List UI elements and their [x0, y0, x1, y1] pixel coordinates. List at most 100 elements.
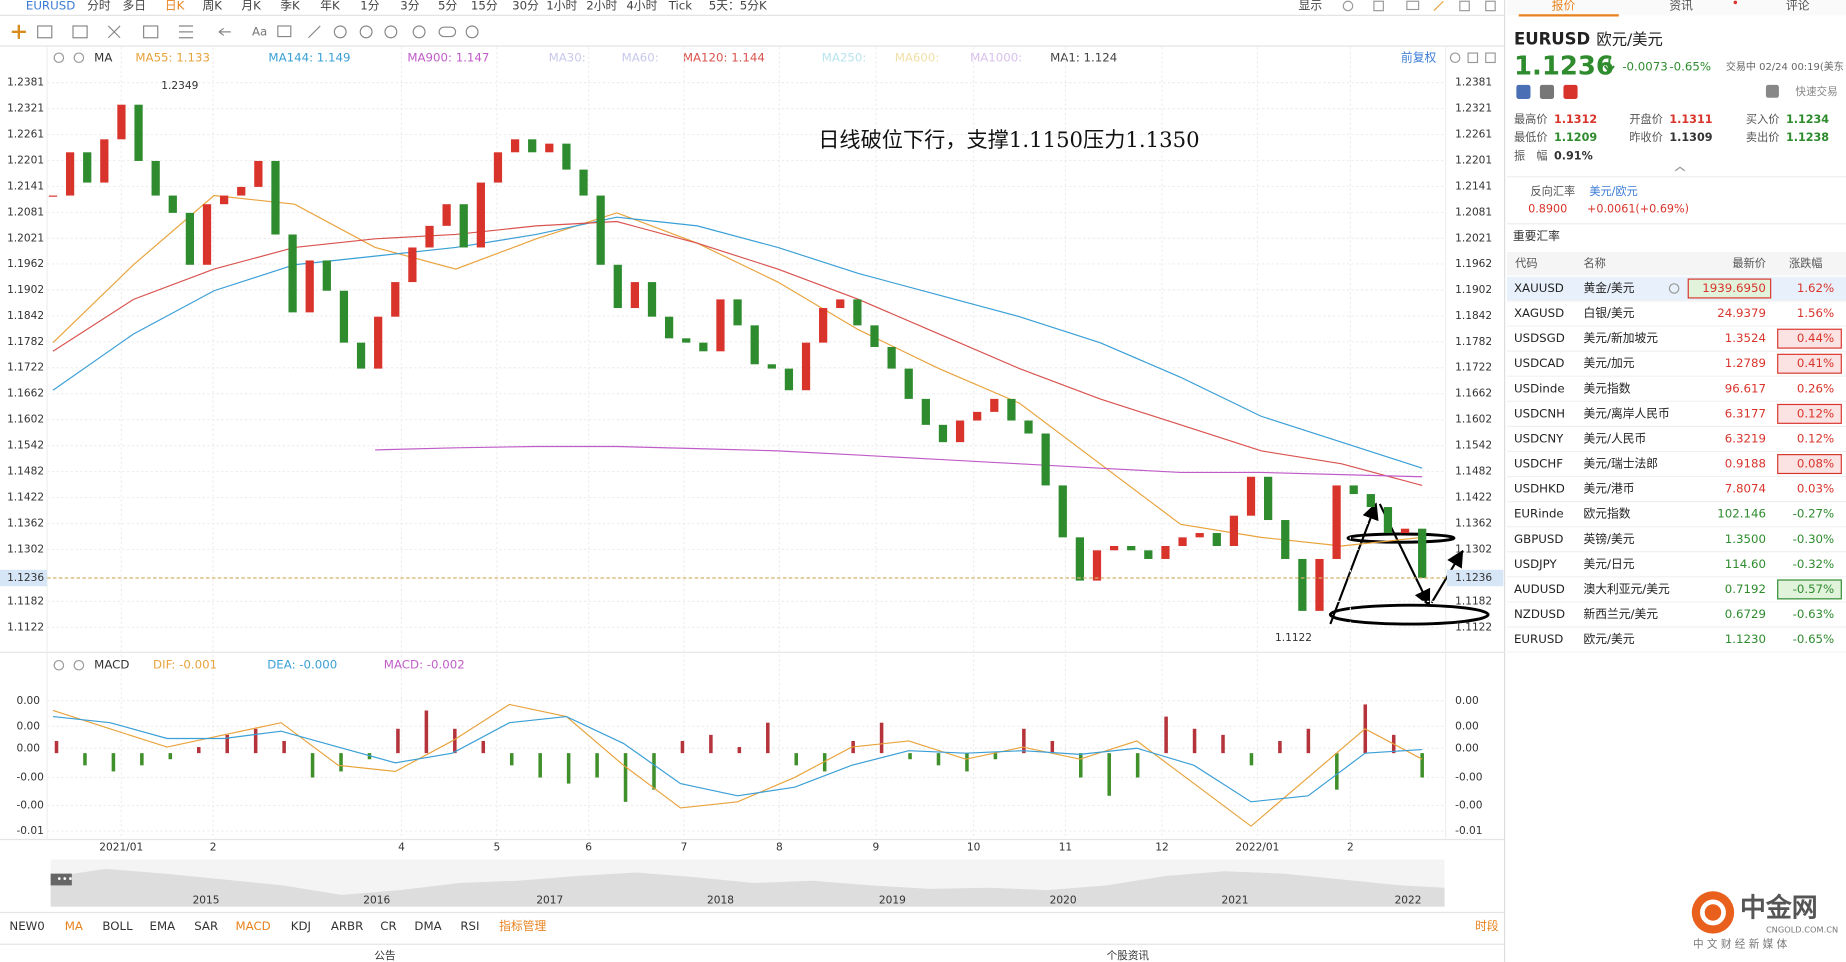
year-label: 2019 — [879, 895, 906, 907]
indicator-tab[interactable]: ARBR — [331, 919, 363, 933]
reverse-pair[interactable]: 美元/欧元 — [1589, 185, 1637, 198]
indicator-name[interactable]: MACD — [94, 658, 129, 672]
ma-legend[interactable]: MA55: 1.133 — [135, 50, 210, 64]
quote-icons[interactable] — [1516, 84, 1779, 99]
quick-trade[interactable]: 快速交易 — [1795, 85, 1837, 98]
close-icon[interactable] — [73, 52, 85, 64]
period-tab[interactable]: Tick — [668, 0, 693, 12]
indicator-tab[interactable]: MACD — [235, 919, 270, 933]
row-code[interactable]: AUDUSD — [1514, 582, 1565, 596]
indicator-tab[interactable]: SAR — [194, 919, 218, 933]
row-name[interactable]: 美元/人民币 — [1583, 431, 1646, 445]
navigator-handle[interactable] — [50, 873, 72, 886]
macd-bar — [965, 753, 969, 772]
watch-icon[interactable] — [1668, 283, 1680, 294]
row-code[interactable]: EURinde — [1514, 507, 1564, 521]
row-code[interactable]: USDSGD — [1514, 331, 1565, 345]
row-code[interactable]: USDCNH — [1514, 406, 1565, 420]
close-icon[interactable] — [73, 659, 85, 671]
ma-legend[interactable]: MA250: — [822, 50, 867, 64]
ma-legend[interactable]: MA600: — [895, 50, 940, 64]
row-name[interactable]: 美元/新加坡元 — [1583, 331, 1658, 345]
status-item[interactable]: 个股资讯 — [1107, 949, 1150, 962]
row-code[interactable]: EURUSD — [1514, 632, 1563, 646]
macd-legend[interactable]: DEA: -0.000 — [267, 658, 337, 672]
indicator-tab[interactable]: RSI — [460, 919, 479, 933]
collapse-chevron[interactable] — [1674, 166, 1686, 172]
macd-legend[interactable]: DIF: -0.001 — [153, 658, 217, 672]
period-tab[interactable]: 30分 — [512, 0, 539, 12]
settings-icon[interactable] — [53, 52, 65, 64]
row-name[interactable]: 新西兰元/美元 — [1583, 607, 1658, 621]
ma-legend[interactable]: MA1: 1.124 — [1050, 50, 1117, 64]
indicator-tab[interactable]: DMA — [414, 919, 441, 933]
row-code[interactable]: USDHKD — [1514, 482, 1565, 496]
period-tab[interactable]: 2小时 — [586, 0, 617, 12]
row-code[interactable]: USDCAD — [1514, 356, 1564, 370]
row-name[interactable]: 美元/加元 — [1583, 356, 1634, 370]
row-change: -0.30% — [1793, 532, 1835, 546]
row-name[interactable]: 美元/日元 — [1583, 557, 1634, 571]
reset-icons[interactable] — [1449, 52, 1496, 64]
ma-legend[interactable]: MA1000: — [970, 50, 1022, 64]
row-code[interactable]: XAGUSD — [1514, 306, 1564, 320]
period-tab[interactable]: 日K — [165, 0, 185, 12]
display-menu[interactable]: 显示 — [1299, 0, 1323, 12]
row-name[interactable]: 白银/美元 — [1583, 306, 1634, 320]
period-tab[interactable]: 5分 — [438, 0, 457, 12]
row-code[interactable]: XAUUSD — [1514, 281, 1564, 295]
indicator-tab[interactable]: 指标管理 — [499, 919, 546, 933]
macd-bar — [481, 740, 486, 754]
period-tab[interactable]: 4小时 — [626, 0, 657, 12]
period-tab[interactable]: 分时 — [87, 0, 111, 12]
quote-tab[interactable]: 报价 — [1552, 0, 1576, 12]
window-icons[interactable] — [1342, 0, 1496, 12]
row-code[interactable]: USDJPY — [1514, 557, 1557, 571]
row-name[interactable]: 美元/瑞士法郎 — [1583, 457, 1658, 471]
ma-legend[interactable]: MA30: — [549, 50, 586, 64]
period-tab[interactable]: 5天：5分K — [709, 0, 767, 12]
period-tab[interactable]: 月K — [241, 0, 261, 12]
row-name[interactable]: 欧元指数 — [1583, 507, 1630, 521]
ma-legend[interactable]: MA60: — [622, 50, 659, 64]
period-tab[interactable]: 季K — [280, 0, 300, 12]
row-name[interactable]: 黄金/美元 — [1583, 281, 1634, 295]
period-tab[interactable]: 1小时 — [546, 0, 577, 12]
indicator-tab[interactable]: KDJ — [291, 919, 311, 933]
indicator-tab[interactable]: NEW0 — [9, 919, 44, 933]
period-tab[interactable]: 3分 — [400, 0, 419, 12]
ma-legend[interactable]: MA120: 1.144 — [683, 50, 765, 64]
row-code[interactable]: GBPUSD — [1514, 532, 1563, 546]
row-code[interactable]: USDCHF — [1514, 457, 1563, 471]
row-name[interactable]: 欧元/美元 — [1583, 632, 1634, 646]
quote-tab[interactable]: 评论 — [1786, 0, 1810, 12]
indicator-tab[interactable]: EMA — [150, 919, 176, 933]
row-code[interactable]: USDinde — [1514, 381, 1565, 395]
period-tab[interactable]: 多日 — [122, 0, 146, 12]
quote-tab[interactable]: 资讯 — [1669, 0, 1693, 12]
macd-legend[interactable]: MACD: -0.002 — [384, 658, 465, 672]
row-name[interactable]: 美元/离岸人民币 — [1583, 406, 1669, 420]
indicator-name[interactable]: MA — [94, 50, 112, 64]
row-name[interactable]: 澳大利亚元/美元 — [1583, 582, 1670, 596]
row-name[interactable]: 美元/港币 — [1583, 482, 1634, 496]
ma-legend[interactable]: MA900: 1.147 — [407, 50, 489, 64]
drawing-tools[interactable]: Aa — [11, 24, 479, 39]
indicator-tab[interactable]: MA — [65, 919, 83, 933]
indicator-tab[interactable]: BOLL — [102, 919, 133, 933]
row-name[interactable]: 美元指数 — [1583, 381, 1630, 395]
adjust-button[interactable]: 前复权 — [1401, 50, 1437, 64]
indicator-tab[interactable]: CR — [380, 919, 396, 933]
status-item[interactable]: 公告 — [374, 949, 395, 962]
row-code[interactable]: USDCNY — [1514, 431, 1564, 445]
ma-legend[interactable]: MA144: 1.149 — [268, 50, 350, 64]
period-tab[interactable]: 年K — [320, 0, 340, 12]
period-tab[interactable]: 周K — [202, 0, 222, 12]
row-name[interactable]: 英镑/美元 — [1583, 532, 1634, 546]
period-tab[interactable]: 1分 — [360, 0, 379, 12]
settings-icon[interactable] — [53, 659, 65, 671]
row-code[interactable]: NZDUSD — [1514, 607, 1565, 621]
period-button[interactable]: 时段 — [1475, 919, 1499, 933]
y-tick-label: -0.00 — [1455, 800, 1483, 812]
period-tab[interactable]: 15分 — [471, 0, 498, 12]
